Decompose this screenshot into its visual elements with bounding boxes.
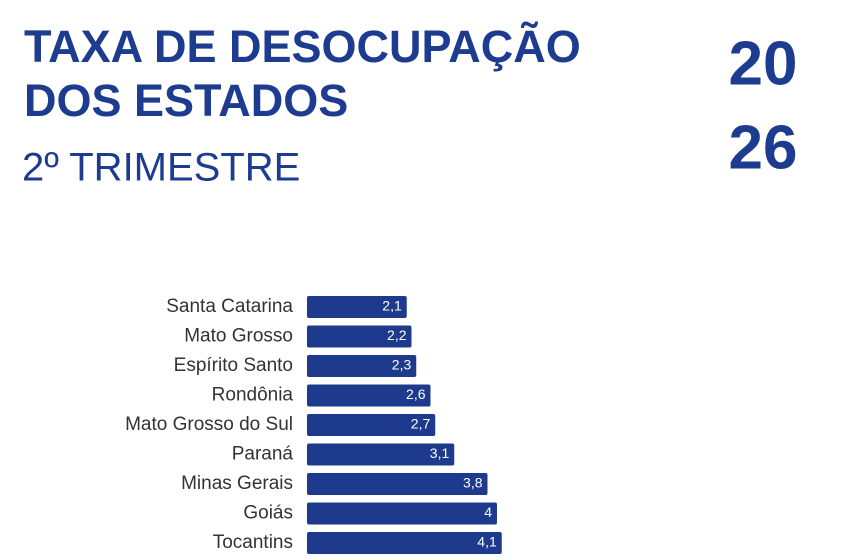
category-label: Rondônia — [212, 385, 294, 406]
category-label: Mato Grosso — [184, 326, 293, 347]
category-label: Goiás — [243, 503, 293, 524]
chart-subtitle: 2º TRIMESTRE — [22, 146, 300, 190]
value-label: 2,1 — [382, 298, 402, 314]
value-label: 2,2 — [387, 327, 407, 343]
bar — [307, 355, 417, 377]
category-label: Minas Gerais — [181, 473, 293, 494]
bar — [307, 296, 407, 318]
year: 20 — [729, 29, 798, 98]
value-label: 2,3 — [392, 357, 412, 373]
category-label: Espírito Santo — [174, 355, 293, 376]
bar — [307, 384, 431, 407]
category-label: Tocantins — [213, 532, 293, 553]
category-label: Paraná — [232, 444, 294, 465]
bar — [307, 325, 412, 348]
value-label: 2,7 — [411, 416, 431, 432]
value-label: 3,8 — [463, 475, 483, 491]
category-label: Santa Catarina — [166, 296, 293, 317]
bar — [307, 414, 436, 436]
bar — [307, 473, 488, 495]
chart-title: DOS ESTADOS — [24, 75, 348, 126]
value-label: 3,1 — [430, 445, 450, 461]
bar — [307, 443, 455, 466]
year: 26 — [729, 113, 798, 182]
bar — [307, 502, 497, 525]
value-label: 4,1 — [477, 534, 497, 550]
chart-title: TAXA DE DESOCUPAÇÃO — [24, 21, 581, 72]
value-label: 2,6 — [406, 386, 426, 402]
bar — [307, 532, 502, 554]
category-label: Mato Grosso do Sul — [125, 414, 293, 435]
value-label: 4 — [484, 504, 492, 520]
